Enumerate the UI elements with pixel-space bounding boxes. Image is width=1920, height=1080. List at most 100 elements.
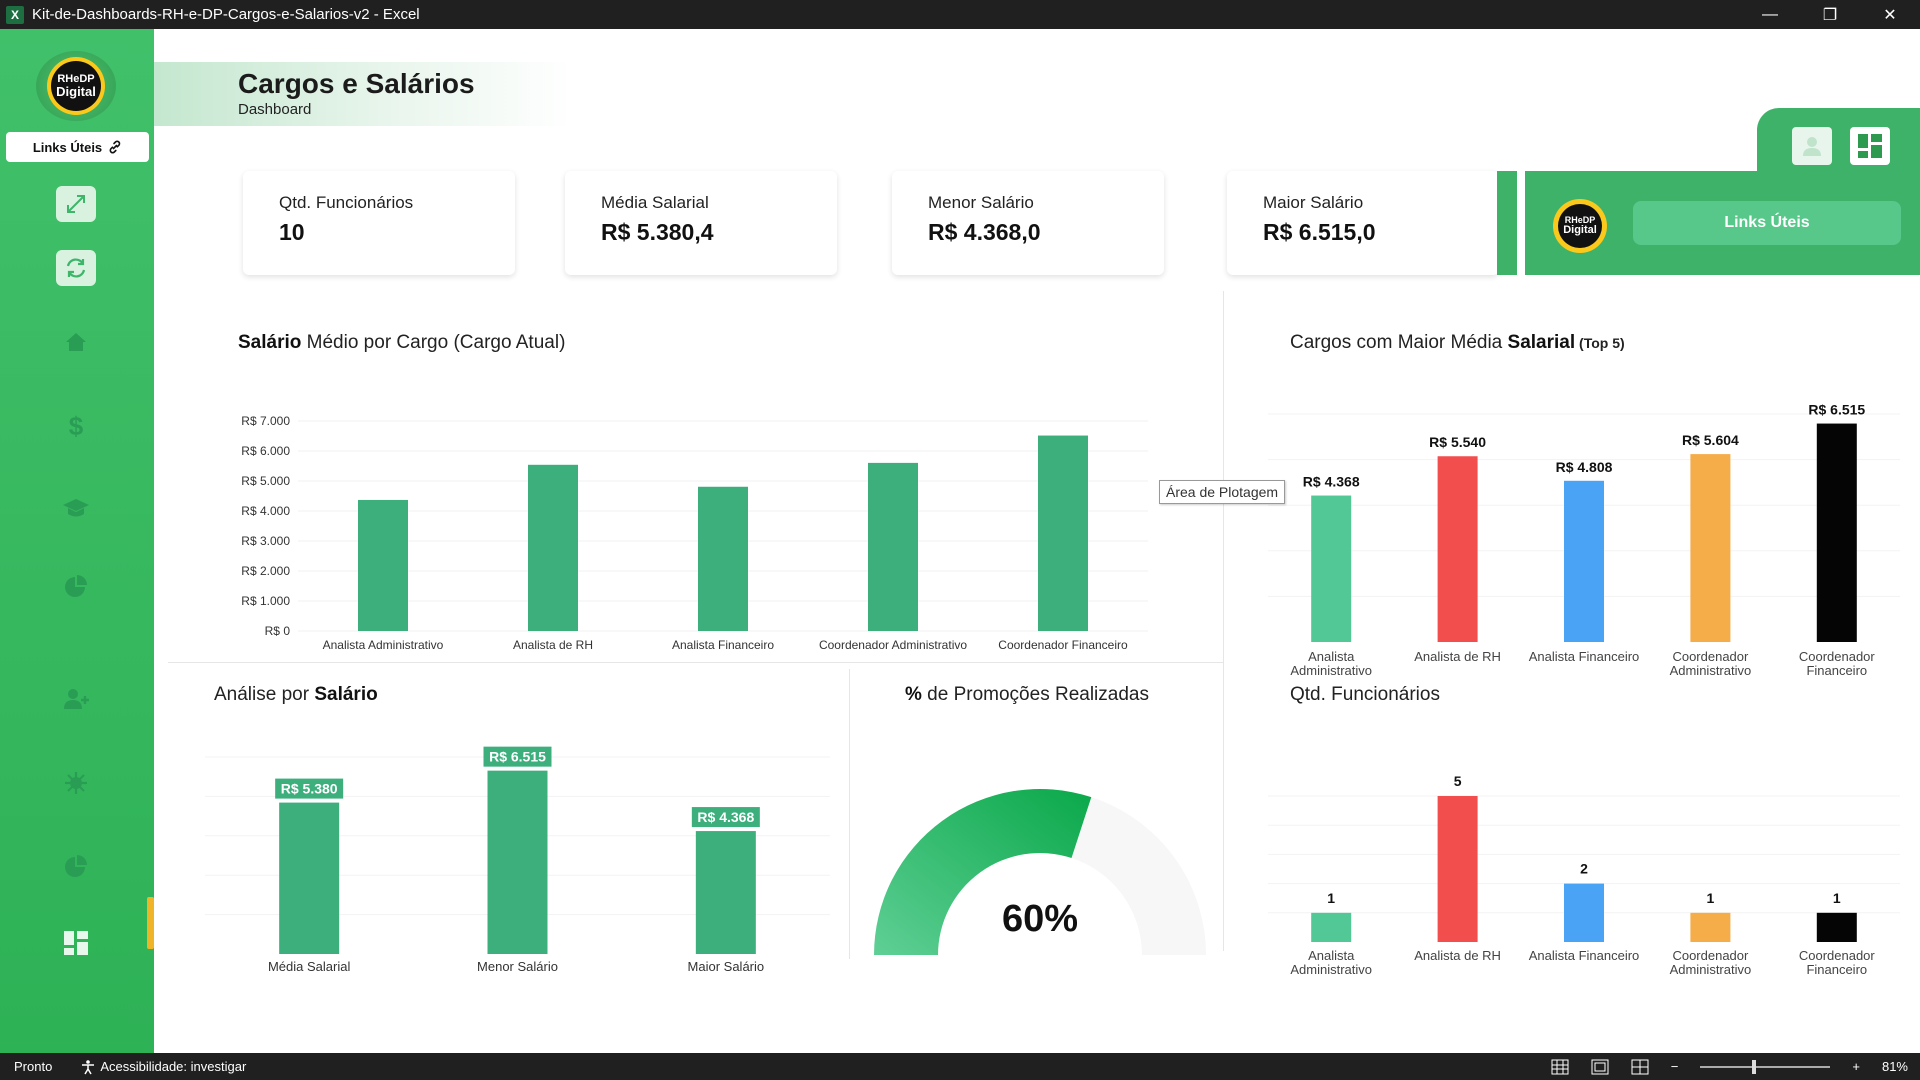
data-label-box: [275, 778, 344, 799]
logo-text-line1: RHeDP: [57, 73, 95, 85]
divider: [1223, 291, 1224, 951]
kpi-label: Menor Salário: [928, 193, 1034, 212]
y-tick-label: R$ 3.000: [241, 534, 290, 548]
close-button[interactable]: ✕: [1883, 6, 1897, 24]
x-tick-label: Analista de RH: [1414, 948, 1501, 963]
zoom-in-button[interactable]: +: [1852, 1059, 1860, 1074]
data-label: R$ 5.540: [1429, 434, 1486, 450]
x-tick-label: Administrativo: [1670, 962, 1752, 977]
bar: [1816, 912, 1857, 942]
dashboard-button[interactable]: [1850, 127, 1890, 165]
x-tick-label: Coordenador: [1672, 649, 1749, 664]
bar: [698, 486, 748, 631]
page-subtitle: Dashboard: [238, 101, 312, 118]
x-tick-label: Analista de RH: [513, 638, 593, 652]
analise-salario-chart[interactable]: R$ 5.380 Média Salarial R$ 6.515 Menor Salá…: [200, 739, 840, 989]
bar: [1564, 480, 1604, 642]
nav-home[interactable]: [60, 326, 92, 358]
status-bar: Pronto Acessibilidade: investigar − + 81…: [0, 1053, 1920, 1080]
accessibility-icon: [82, 1059, 95, 1074]
bar: [1690, 912, 1731, 942]
salario-medio-chart[interactable]: R$ 0 R$ 1.000 R$ 2.000 R$ 3.000 R$ 4.000 R$ 5…: [228, 399, 1168, 659]
right-panel-strip: [1497, 171, 1517, 275]
promocoes-gauge[interactable]: 60%: [860, 769, 1220, 969]
divider: [168, 662, 1223, 663]
nav-salary[interactable]: $: [60, 410, 92, 442]
x-tick-label: Financeiro: [1806, 962, 1867, 977]
kpi-value: R$ 5.380,4: [601, 219, 714, 245]
user-icon: [1803, 137, 1821, 156]
x-tick-label: Menor Salário: [477, 959, 558, 974]
zoom-level[interactable]: 81%: [1881, 1059, 1908, 1074]
y-tick-label: R$ 0: [265, 624, 291, 638]
user-button[interactable]: [1792, 127, 1832, 165]
bar: [487, 770, 548, 954]
minimize-button[interactable]: —: [1762, 5, 1778, 23]
nav-charts[interactable]: [60, 571, 92, 603]
x-tick-label: Coordenador Administrativo: [819, 638, 967, 652]
normal-view-icon[interactable]: [1551, 1059, 1569, 1075]
chart-title-promocoes: % de Promoções Realizadas: [905, 684, 1149, 705]
x-tick-label: Coordenador: [1672, 948, 1749, 963]
bar: [1437, 456, 1478, 642]
data-label-box: [691, 807, 760, 828]
page-layout-view-icon[interactable]: [1591, 1059, 1609, 1075]
bar: [528, 464, 578, 631]
data-label: R$ 6.515: [489, 749, 546, 765]
logo-text-line1: RHeDP: [1564, 215, 1596, 225]
y-tick-label: R$ 6.000: [241, 444, 290, 458]
x-tick-label: Administrativo: [1290, 663, 1372, 678]
kpi-card-maior-salario: Maior Salário R$ 6.515,0: [1227, 171, 1499, 275]
kpi-label: Média Salarial: [601, 193, 709, 212]
restore-button[interactable]: ❐: [1822, 6, 1838, 24]
add-user-icon: [64, 689, 89, 709]
link-icon: [109, 140, 121, 154]
x-tick-label: Analista Financeiro: [1529, 948, 1640, 963]
y-tick-label: R$ 4.000: [241, 504, 290, 518]
data-label: R$ 4.368: [1303, 474, 1360, 490]
links-uteis-panel-button[interactable]: Links Úteis: [1633, 201, 1901, 245]
zoom-slider[interactable]: [1700, 1059, 1831, 1074]
nav-virus[interactable]: [60, 767, 92, 799]
active-nav-indicator: [147, 897, 154, 949]
expand-button[interactable]: [56, 186, 96, 222]
y-tick-label: R$ 5.000: [241, 474, 290, 488]
links-uteis-button[interactable]: Links Úteis: [6, 132, 149, 162]
excel-app-icon: X: [6, 5, 24, 24]
accessibility-status[interactable]: Acessibilidade: investigar: [80, 1059, 246, 1075]
nav-training[interactable]: [60, 492, 92, 524]
kpi-value: R$ 6.515,0: [1263, 219, 1376, 245]
virus-icon: [65, 772, 87, 794]
refresh-button[interactable]: [56, 250, 96, 286]
title-bar: X Kit-de-Dashboards-RH-e-DP-Cargos-e-Sal…: [0, 0, 1920, 29]
x-tick-label: Analista Financeiro: [672, 638, 774, 652]
data-label: 2: [1580, 861, 1588, 877]
x-tick-label: Média Salarial: [268, 959, 350, 974]
dollar-icon: $: [69, 412, 84, 440]
data-label-box: [483, 746, 552, 767]
status-ready: Pronto: [14, 1059, 53, 1074]
data-label: 1: [1327, 890, 1335, 906]
nav-dashboard[interactable]: [60, 927, 92, 959]
nav-reports[interactable]: [60, 851, 92, 883]
y-tick-label: R$ 1.000: [241, 594, 290, 608]
accessibility-label: Acessibilidade: investigar: [100, 1059, 247, 1074]
data-label: 5: [1454, 773, 1462, 789]
bar: [868, 462, 918, 631]
x-tick-label: Coordenador: [1799, 649, 1876, 664]
x-tick-label: Coordenador: [1799, 948, 1876, 963]
x-tick-label: Administrativo: [1670, 663, 1752, 678]
zoom-slider-thumb[interactable]: [1752, 1059, 1757, 1074]
bar: [1038, 435, 1088, 631]
divider: [849, 669, 850, 959]
graduation-cap-icon: [63, 499, 89, 517]
page-break-view-icon[interactable]: [1631, 1059, 1649, 1075]
dashboard-grid-icon: [64, 931, 88, 955]
nav-add-user[interactable]: [60, 683, 92, 715]
zoom-out-button[interactable]: −: [1670, 1059, 1679, 1074]
x-tick-label: Analista Financeiro: [1529, 649, 1640, 664]
svg-text:$: $: [69, 412, 84, 440]
gauge-value: [874, 789, 1092, 955]
